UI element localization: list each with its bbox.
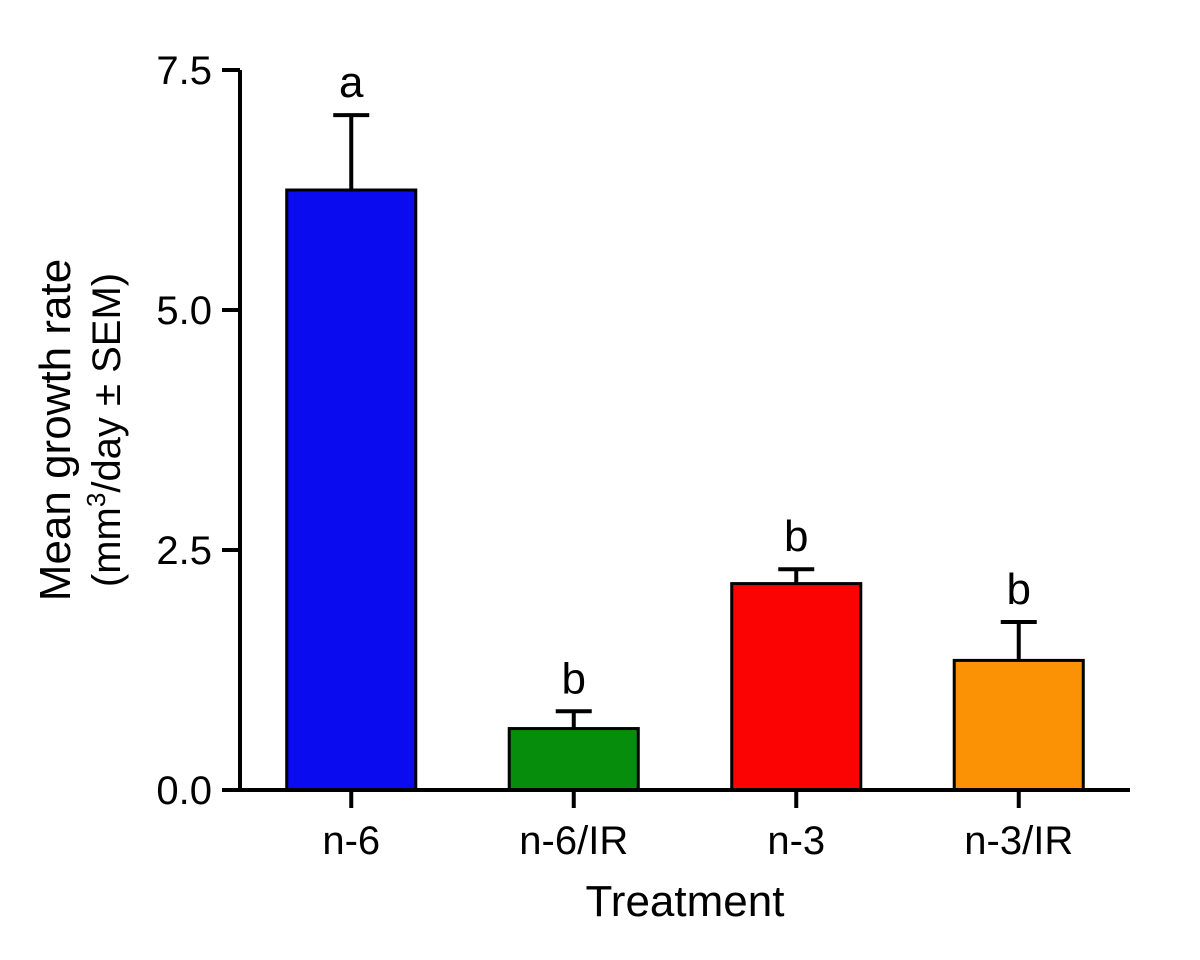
y-tick-label: 5.0 xyxy=(156,289,212,333)
significance-label: b xyxy=(562,654,586,703)
y-tick-label: 0.0 xyxy=(156,769,212,813)
chart-container: a b b b n-6 n-6/IR n-3 n-3/IR 0.0 2.5 5.0 7.5 Treatm… xyxy=(0,0,1200,960)
x-tick-label: n-3/IR xyxy=(964,819,1073,863)
significance-label: a xyxy=(339,58,364,107)
bar-n-3-IR xyxy=(954,660,1083,790)
bars-group: a b b b xyxy=(287,58,1084,790)
x-tick-label: n-6/IR xyxy=(519,819,628,863)
bar-n-3 xyxy=(732,584,861,790)
significance-label: b xyxy=(784,512,808,561)
significance-label: b xyxy=(1007,565,1031,614)
x-tick-label: n-3 xyxy=(767,819,825,863)
y-tick-label: 7.5 xyxy=(156,49,212,93)
x-axis-label: Treatment xyxy=(586,877,785,926)
bar-n-6 xyxy=(287,190,416,790)
bar-chart: a b b b n-6 n-6/IR n-3 n-3/IR 0.0 2.5 5.0 7.5 Treatm… xyxy=(0,0,1200,960)
x-tick-label: n-6 xyxy=(322,819,380,863)
y-axis-label: Mean growth rate(mm3/day ± SEM) xyxy=(31,259,129,601)
y-tick-label: 2.5 xyxy=(156,529,212,573)
bar-n-6-IR xyxy=(509,729,638,790)
